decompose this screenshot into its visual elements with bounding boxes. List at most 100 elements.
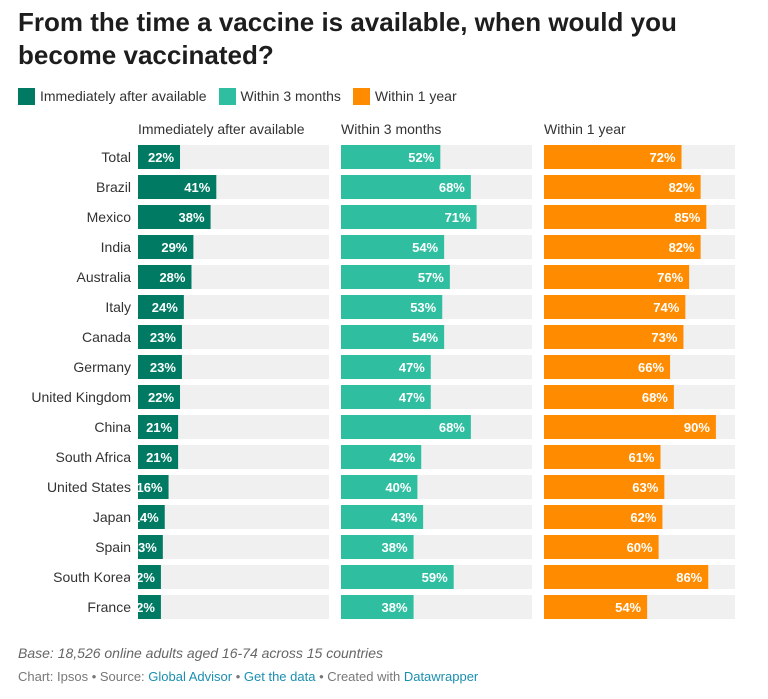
bar-within-1-year-south-korea [544, 565, 709, 589]
legend-item-3-months: Within 3 months [218, 87, 341, 105]
footer-separator: • [232, 669, 244, 684]
footer-chart-credit: Chart: Ipsos • Source: [18, 669, 149, 684]
data-label: 82% [669, 180, 695, 195]
bar-within-3-months-mexico [341, 205, 477, 229]
bar-immediately-after-available-india [138, 235, 194, 259]
category-label-india: India [101, 239, 132, 255]
bar-immediately-after-available-china [138, 415, 179, 439]
data-label: 52% [408, 150, 434, 165]
bar-within-1-year-japan [544, 505, 663, 529]
get-data-link[interactable]: Get the data [243, 669, 316, 684]
source-link[interactable]: Global Advisor [148, 669, 233, 684]
data-label: 23% [150, 360, 176, 375]
data-label: 53% [410, 300, 436, 315]
bar-within-3-months-france [341, 595, 414, 619]
bar-within-1-year-china [544, 415, 716, 439]
panel-header-immediately-after-available: Immediately after available [138, 121, 305, 137]
data-label: 57% [418, 270, 444, 285]
bar-within-3-months-canada [341, 325, 445, 349]
bar-track [138, 475, 329, 499]
data-label: 72% [649, 150, 675, 165]
bar-within-3-months-spain [341, 535, 414, 559]
bar-within-3-months-brazil [341, 175, 471, 199]
category-label-china: China [94, 419, 131, 435]
bar-within-3-months-china [341, 415, 471, 439]
data-label: 38% [382, 600, 408, 615]
bar-within-3-months-australia [341, 265, 450, 289]
category-label-japan: Japan [93, 509, 131, 525]
bar-within-1-year-germany [544, 355, 671, 379]
bar-within-1-year-united-states [544, 475, 665, 499]
bar-track [138, 565, 329, 589]
bar-immediately-after-available-south-africa [138, 445, 179, 469]
data-label: 41% [184, 180, 210, 195]
category-label-mexico: Mexico [87, 209, 132, 225]
data-label: 21% [146, 420, 172, 435]
data-label: 62% [630, 510, 656, 525]
data-label: 73% [651, 330, 677, 345]
bar-immediately-after-available-france [138, 595, 161, 619]
bar-within-1-year-total [544, 145, 682, 169]
bar-immediately-after-available-mexico [138, 205, 211, 229]
panel-header-within-1-year: Within 1 year [544, 121, 626, 137]
bar-within-3-months-united-states [341, 475, 418, 499]
bar-within-1-year-spain [544, 535, 659, 559]
datawrapper-link[interactable]: Datawrapper [403, 669, 479, 684]
data-label: 86% [676, 570, 702, 585]
bar-immediately-after-available-italy [138, 295, 184, 319]
data-label: 16% [137, 480, 163, 495]
data-label: 85% [674, 210, 700, 225]
bar-immediately-after-available-united-states [138, 475, 169, 499]
legend-swatch-1-year [352, 87, 370, 105]
category-label-south-korea: South Korea [53, 569, 131, 585]
legend: Immediately after available Within 3 mon… [18, 87, 469, 105]
data-label: 29% [161, 240, 187, 255]
footer-created-with: • Created with [315, 669, 404, 684]
data-label: 68% [439, 420, 465, 435]
data-label: 22% [148, 390, 174, 405]
data-label: 22% [148, 150, 174, 165]
data-label: 12% [129, 600, 155, 615]
bar-within-3-months-italy [341, 295, 443, 319]
bar-within-3-months-japan [341, 505, 424, 529]
panel-header-within-3-months: Within 3 months [341, 121, 441, 137]
category-label-spain: Spain [95, 539, 131, 555]
data-label: 38% [382, 540, 408, 555]
legend-label-1-year: Within 1 year [374, 88, 457, 104]
bar-within-1-year-italy [544, 295, 686, 319]
bar-within-1-year-south-africa [544, 445, 661, 469]
legend-label-immediately: Immediately after available [40, 88, 207, 104]
bar-immediately-after-available-united-kingdom [138, 385, 181, 409]
bar-within-3-months-south-africa [341, 445, 422, 469]
data-label: 23% [150, 330, 176, 345]
bar-track [138, 535, 329, 559]
category-label-south-africa: South Africa [56, 449, 132, 465]
data-label: 68% [642, 390, 668, 405]
bar-within-3-months-south-korea [341, 565, 454, 589]
legend-item-1-year: Within 1 year [352, 87, 457, 105]
data-label: 74% [653, 300, 679, 315]
bar-within-1-year-united-kingdom [544, 385, 674, 409]
legend-swatch-3-months [218, 87, 236, 105]
category-label-france: France [87, 599, 131, 615]
bar-within-3-months-india [341, 235, 445, 259]
data-label: 63% [632, 480, 658, 495]
legend-item-immediately: Immediately after available [18, 87, 207, 105]
bar-within-1-year-france [544, 595, 648, 619]
category-label-australia: Australia [77, 269, 132, 285]
bar-within-1-year-brazil [544, 175, 701, 199]
chart-notes: Base: 18,526 online adults aged 16-74 ac… [18, 645, 384, 661]
data-label: 59% [422, 570, 448, 585]
data-label: 14% [133, 510, 159, 525]
data-label: 76% [657, 270, 683, 285]
bar-within-1-year-india [544, 235, 701, 259]
bar-immediately-after-available-brazil [138, 175, 217, 199]
data-label: 42% [389, 450, 415, 465]
data-label: 38% [179, 210, 205, 225]
bar-immediately-after-available-germany [138, 355, 182, 379]
category-label-total: Total [101, 149, 131, 165]
chart-title: From the time a vaccine is available, wh… [18, 7, 677, 70]
data-label: 47% [399, 390, 425, 405]
legend-swatch-immediately [18, 87, 35, 105]
data-label: 54% [412, 240, 438, 255]
